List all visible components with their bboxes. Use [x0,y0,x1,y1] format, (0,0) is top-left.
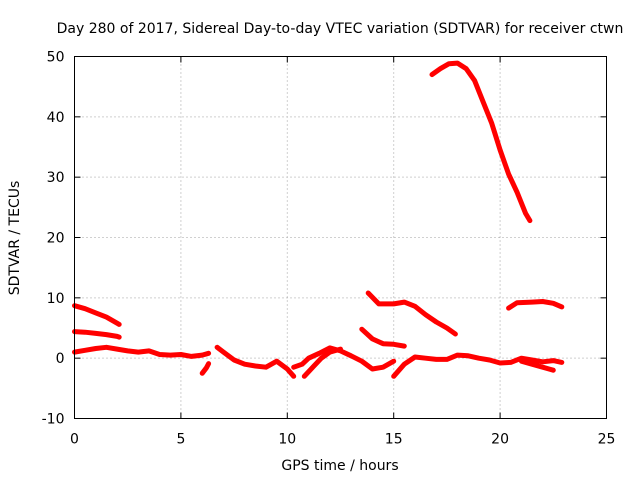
x-tick-label: 0 [70,432,79,448]
series-arc-1 [72,303,122,327]
x-tick-label: 15 [385,432,403,448]
y-tick-label: 30 [47,170,65,186]
series-arc-2 [72,329,122,340]
x-tick-label: 25 [598,432,616,448]
series-layer [72,60,565,379]
series-arc-7 [301,346,343,379]
series-arc-5 [214,344,297,379]
y-tick-label: 50 [47,50,65,66]
grid-layer [74,56,607,419]
x-tick-label: 20 [491,432,509,448]
x-axis-label: GPS time / hours [281,458,398,474]
series-arc-8 [359,326,407,349]
y-tick-label: 20 [47,231,65,247]
series-arc-9 [365,290,458,337]
series-arc-13 [506,299,565,311]
series-arc-12 [429,60,533,224]
y-tick-label: 10 [47,291,65,307]
series-arc-4 [199,361,212,376]
tick-layer: 0 5 10 15 20 25 -10 0 10 20 30 40 50 [42,50,616,448]
y-axis-label: SDTVAR / TECUs [7,181,23,296]
series-arc-11 [518,358,556,373]
chart-title: Day 280 of 2017, Sidereal Day-to-day VTE… [57,21,624,37]
x-tick-label: 5 [176,432,185,448]
y-tick-label: -10 [42,412,65,428]
series-arc-10 [391,352,565,379]
y-tick-label: 40 [47,110,65,126]
y-tick-label: 0 [56,351,65,367]
x-tick-label: 10 [278,432,296,448]
series-arc-3 [72,344,212,359]
